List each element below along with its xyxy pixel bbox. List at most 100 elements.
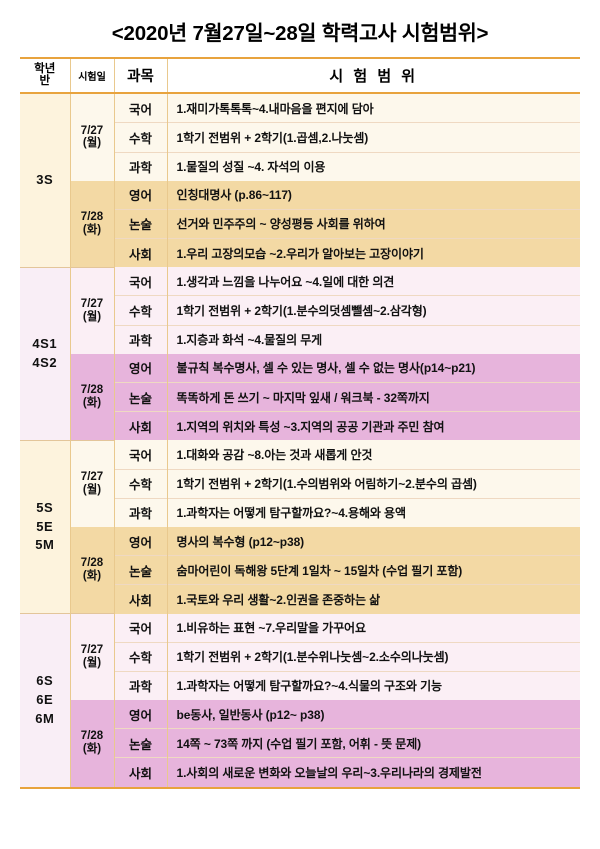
exam-range-cell: 14쪽 ~ 73쪽 까지 (수업 필기 포함, 어휘 - 뜻 문제) bbox=[167, 728, 580, 758]
exam-date-day: 7/28 bbox=[80, 383, 104, 396]
exam-range-cell: 1.대화와 공감 ~8.아는 것과 새롭게 안것 bbox=[167, 440, 580, 470]
table-row: 7/28 (화) 영어 명사의 복수형 (p12~p38) bbox=[20, 526, 580, 614]
subject-cell: 국어 bbox=[114, 267, 168, 296]
grade-label-line: 5E bbox=[36, 518, 54, 534]
subject-cell: 과학 bbox=[114, 670, 168, 701]
subject-cell: 사회 bbox=[114, 757, 168, 788]
subject-cell: 수학 bbox=[114, 641, 168, 672]
exam-date-day: 7/27 bbox=[80, 644, 104, 657]
exam-range-cell: 1.비유하는 표현 ~7.우리말을 가꾸어요 bbox=[167, 613, 580, 643]
exam-date-cell: 7/28 (화) bbox=[70, 180, 115, 268]
table-row: 과학 1.과학자는 어떻게 탐구할까요?~4.식물의 구조와 기능 bbox=[20, 670, 580, 701]
exam-range-cell: 1.국토와 우리 생활~2.인권을 존중하는 삶 bbox=[167, 584, 580, 614]
subject-cell: 국어 bbox=[114, 93, 168, 123]
exam-date-cell: 7/28 (화) bbox=[70, 700, 115, 788]
exam-range-cell: 1.지역의 위치와 특성 ~3.지역의 공공 기관과 주민 참여 bbox=[167, 411, 580, 441]
subject-cell: 영어 bbox=[114, 180, 168, 210]
table-row: 사회 1.사회의 새로운 변화와 오늘날의 우리~3.우리나라의 경제발전 bbox=[20, 757, 580, 788]
table-row: 3S 7/27 (월) 국어 1.재미가톡톡톡~4.내마음을 편지에 담아 bbox=[20, 93, 580, 268]
table-row: 7/28 (화) 영어 불규칙 복수명사, 셀 수 있는 명사, 셀 수 없는 명사(… bbox=[20, 353, 580, 441]
table-row: 수학 1학기 전범위 + 2학기(1.분수위나눗셈~2.소수의나눗셈) bbox=[20, 641, 580, 672]
subject-cell: 영어 bbox=[114, 353, 168, 383]
exam-date-day: 7/28 bbox=[80, 210, 104, 223]
subject-cell: 논술 bbox=[114, 381, 168, 412]
subject-cell: 수학 bbox=[114, 295, 168, 326]
exam-range-cell: be동사, 일반동사 (p12~ p38) bbox=[167, 700, 580, 729]
exam-range-cell: 1학기 전범위 + 2학기(1.수의범위와 어림하기~2.분수의 곱셈) bbox=[167, 468, 580, 499]
exam-date-weekday: (화) bbox=[82, 223, 102, 236]
subject-cell: 논술 bbox=[114, 555, 168, 585]
table-row: 과학 1.물질의 성질 ~4. 자석의 이용 bbox=[20, 151, 580, 181]
exam-date-day: 7/27 bbox=[80, 471, 104, 484]
table-row: 7/28 (화) 영어 be동사, 일반동사 (p12~ p38) bbox=[20, 700, 580, 788]
exam-date-weekday: (월) bbox=[82, 657, 102, 670]
table-row: 논술 선거와 민주주의 ~ 양성평등 사회를 위하여 bbox=[20, 208, 580, 239]
header-row: 학년 반 시험일 과목 시 험 범 위 bbox=[20, 58, 580, 95]
exam-range-cell: 인칭대명사 (p.86~117) bbox=[167, 180, 580, 210]
grade-label-line: 4S1 bbox=[32, 335, 58, 351]
grade-label-line: 3S bbox=[36, 172, 54, 188]
table-row: 6S 6E 6M 7/27 (월) 국어 1.비유하는 표현 ~7.우리말을 가꾸어요 bbox=[20, 612, 580, 788]
exam-range-cell: 명사의 복수형 (p12~p38) bbox=[167, 526, 580, 556]
subject-cell: 수학 bbox=[114, 468, 168, 499]
table-row: 7/28 (화) 영어 인칭대명사 (p.86~117) bbox=[20, 180, 580, 268]
table-body: 3S 7/27 (월) 국어 1.재미가톡톡톡~4.내마음을 편지에 담아 수학 1학기 전… bbox=[20, 93, 580, 788]
grade-label-line: 4S2 bbox=[32, 354, 58, 370]
grade-label-line: 6M bbox=[35, 710, 55, 726]
exam-range-cell: 선거와 민주주의 ~ 양성평등 사회를 위하여 bbox=[167, 208, 580, 239]
grade-label-cell: 4S1 4S2 bbox=[20, 266, 71, 441]
subject-cell: 과학 bbox=[114, 324, 168, 354]
table-row: 수학 1학기 전범위 + 2학기(1.수의범위와 어림하기~2.분수의 곱셈) bbox=[20, 468, 580, 499]
table-row: 사회 1.국토와 우리 생활~2.인권을 존중하는 삶 bbox=[20, 584, 580, 614]
exam-date-cell: 7/27 (월) bbox=[70, 266, 115, 354]
exam-range-cell: 1.과학자는 어떻게 탐구할까요?~4.용해와 용액 bbox=[167, 497, 580, 527]
exam-date-day: 7/27 bbox=[80, 297, 104, 310]
table-row: 논술 14쪽 ~ 73쪽 까지 (수업 필기 포함, 어휘 - 뜻 문제) bbox=[20, 728, 580, 758]
grade-label-cell: 3S bbox=[20, 93, 71, 268]
page-title: <2020년 7월27일~28일 학력고사 시험범위> bbox=[111, 22, 489, 45]
table-row: 과학 1.과학자는 어떻게 탐구할까요?~4.용해와 용액 bbox=[20, 497, 580, 527]
exam-date-day: 7/28 bbox=[80, 730, 104, 743]
subject-cell: 논술 bbox=[114, 728, 168, 758]
exam-date-cell: 7/27 (월) bbox=[70, 93, 115, 181]
table-row: 논술 똑똑하게 돈 쓰기 ~ 마지막 잎새 / 워크북 - 32쪽까지 bbox=[20, 381, 580, 412]
exam-range-cell: 1.과학자는 어떻게 탐구할까요?~4.식물의 구조와 기능 bbox=[167, 670, 580, 701]
exam-date-weekday: (월) bbox=[82, 310, 102, 323]
subject-cell: 사회 bbox=[114, 584, 168, 614]
subject-cell: 과학 bbox=[114, 497, 168, 527]
exam-range-cell: 1.생각과 느낌을 나누어요 ~4.일에 대한 의견 bbox=[167, 267, 580, 296]
exam-range-cell: 1.사회의 새로운 변화와 오늘날의 우리~3.우리나라의 경제발전 bbox=[167, 757, 580, 788]
exam-range-cell: 1.물질의 성질 ~4. 자석의 이용 bbox=[167, 151, 580, 181]
exam-range-cell: 똑똑하게 돈 쓰기 ~ 마지막 잎새 / 워크북 - 32쪽까지 bbox=[167, 381, 580, 412]
column-header-subject: 과목 bbox=[114, 58, 168, 95]
grade-label-line: 6E bbox=[36, 691, 54, 707]
table-row: 사회 1.우리 고장의모습 ~2.우리가 알아보는 고장이야기 bbox=[20, 238, 580, 268]
exam-range-cell: 불규칙 복수명사, 셀 수 있는 명사, 셀 수 없는 명사(p14~p21) bbox=[167, 353, 580, 383]
grade-label-line: 6S bbox=[36, 673, 54, 689]
exam-range-cell: 숨마어린이 독해왕 5단계 1일차 ~ 15일차 (수업 필기 포함) bbox=[167, 555, 580, 585]
subject-cell: 국어 bbox=[114, 613, 168, 643]
column-header-grade: 학년 반 bbox=[20, 58, 71, 95]
schedule-table-container: 학년 반 시험일 과목 시 험 범 위 3S 7/27 (월) 국어 1.재미가톡톡톡~… bbox=[20, 57, 580, 789]
grade-label-cell: 6S 6E 6M bbox=[20, 612, 71, 788]
exam-date-weekday: (월) bbox=[82, 483, 102, 496]
subject-cell: 국어 bbox=[114, 440, 168, 470]
table-header: 학년 반 시험일 과목 시 험 범 위 bbox=[20, 58, 580, 95]
subject-cell: 논술 bbox=[114, 208, 168, 239]
subject-cell: 수학 bbox=[114, 122, 168, 152]
exam-schedule-table: 학년 반 시험일 과목 시 험 범 위 3S 7/27 (월) 국어 1.재미가톡톡톡~… bbox=[20, 57, 580, 789]
table-row: 수학 1학기 전범위 + 2학기(1.분수의덧셈뺄셈~2.삼각형) bbox=[20, 295, 580, 326]
table-row: 논술 숨마어린이 독해왕 5단계 1일차 ~ 15일차 (수업 필기 포함) bbox=[20, 555, 580, 585]
exam-date-weekday: (화) bbox=[82, 396, 102, 409]
exam-range-cell: 1학기 전범위 + 2학기(1.곱셈,2.나눗셈) bbox=[167, 122, 580, 152]
grade-label-line: 5S bbox=[36, 499, 54, 515]
table-row: 5S 5E 5M 7/27 (월) 국어 1.대화와 공감 ~8.아는 것과 새롭게 안것 bbox=[20, 439, 580, 614]
table-row: 수학 1학기 전범위 + 2학기(1.곱셈,2.나눗셈) bbox=[20, 122, 580, 152]
column-header-grade-line2: 반 bbox=[39, 75, 51, 88]
subject-cell: 영어 bbox=[114, 526, 168, 556]
exam-date-day: 7/28 bbox=[80, 557, 104, 570]
exam-date-day: 7/27 bbox=[80, 124, 104, 137]
grade-label-line: 5M bbox=[35, 537, 55, 553]
table-row: 사회 1.지역의 위치와 특성 ~3.지역의 공공 기관과 주민 참여 bbox=[20, 411, 580, 441]
